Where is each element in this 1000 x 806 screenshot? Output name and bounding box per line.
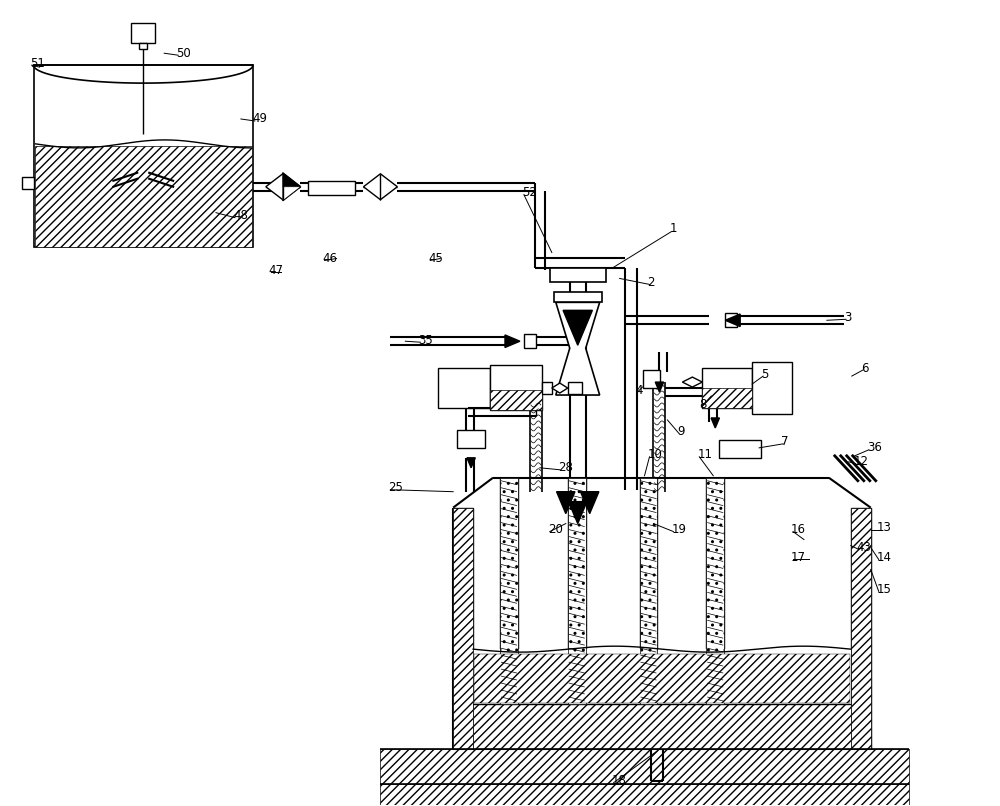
Text: 13: 13 [877,521,892,534]
Bar [438,368,490,408]
Polygon shape [556,302,600,395]
Bar [453,508,473,749]
Text: 5: 5 [761,368,768,380]
Polygon shape [580,492,599,513]
Bar [490,365,542,410]
Bar [139,44,147,49]
Bar [131,23,155,44]
Polygon shape [557,492,575,513]
Text: 6: 6 [861,362,868,375]
Polygon shape [266,174,300,200]
Text: 12: 12 [854,455,869,468]
Bar [308,181,355,195]
Polygon shape [283,172,301,201]
Bar [500,478,518,704]
Text: 45: 45 [428,252,443,265]
Text: 17: 17 [791,551,806,564]
Text: 51: 51 [30,56,45,69]
Text: 4: 4 [636,384,643,397]
Polygon shape [505,335,520,347]
Bar [550,268,606,282]
Text: 49: 49 [253,113,268,126]
Polygon shape [283,172,301,187]
Text: 25: 25 [388,481,403,494]
Bar [380,749,909,783]
Bar [542,382,552,394]
Text: 50: 50 [176,47,191,60]
Polygon shape [725,314,740,326]
Text: 10: 10 [647,448,662,461]
Polygon shape [655,382,664,392]
Bar [554,293,602,302]
Text: 7: 7 [781,435,789,448]
Text: 47: 47 [269,264,284,277]
Bar [380,783,909,806]
Text: 9: 9 [677,426,685,438]
Bar [568,478,586,704]
Text: 46: 46 [323,252,338,265]
Bar [851,508,871,749]
Text: 52: 52 [522,186,537,199]
Bar [474,654,850,703]
Text: 43: 43 [857,541,872,554]
Polygon shape [363,174,397,200]
Text: 2: 2 [647,276,655,289]
Polygon shape [283,187,301,201]
Polygon shape [552,383,568,393]
Bar [490,390,542,410]
Bar [35,146,252,247]
Bar [725,314,737,327]
Text: 1: 1 [669,222,677,235]
Bar [706,478,724,704]
Text: 28: 28 [558,461,573,474]
Bar [702,368,752,408]
Bar [719,440,761,458]
Bar [851,508,871,749]
Bar [640,478,657,704]
Bar [524,334,536,348]
Text: 48: 48 [233,209,248,222]
Bar [500,478,518,704]
Text: 3: 3 [844,311,851,324]
Polygon shape [467,458,475,467]
Text: 36: 36 [867,442,882,455]
Polygon shape [563,310,592,345]
Bar [453,508,473,749]
Bar [34,65,253,247]
Bar [752,362,792,414]
Bar [457,430,485,448]
Polygon shape [682,377,702,387]
Bar [473,704,851,749]
Text: 8: 8 [699,398,707,412]
Text: 35: 35 [418,334,433,347]
Polygon shape [569,501,587,524]
Text: 20: 20 [548,523,563,536]
Bar [706,478,724,704]
Text: 15: 15 [877,583,892,596]
Text: 16: 16 [791,523,806,536]
Text: 18: 18 [612,775,626,787]
Bar [568,478,586,704]
Polygon shape [711,418,719,428]
Bar [22,177,34,189]
Text: 14: 14 [877,551,892,564]
Text: 19: 19 [671,523,686,536]
Bar [473,649,851,704]
Bar [568,382,582,394]
Bar [640,478,657,704]
Text: 11: 11 [697,448,712,461]
Bar [702,388,752,408]
Bar [643,370,660,388]
